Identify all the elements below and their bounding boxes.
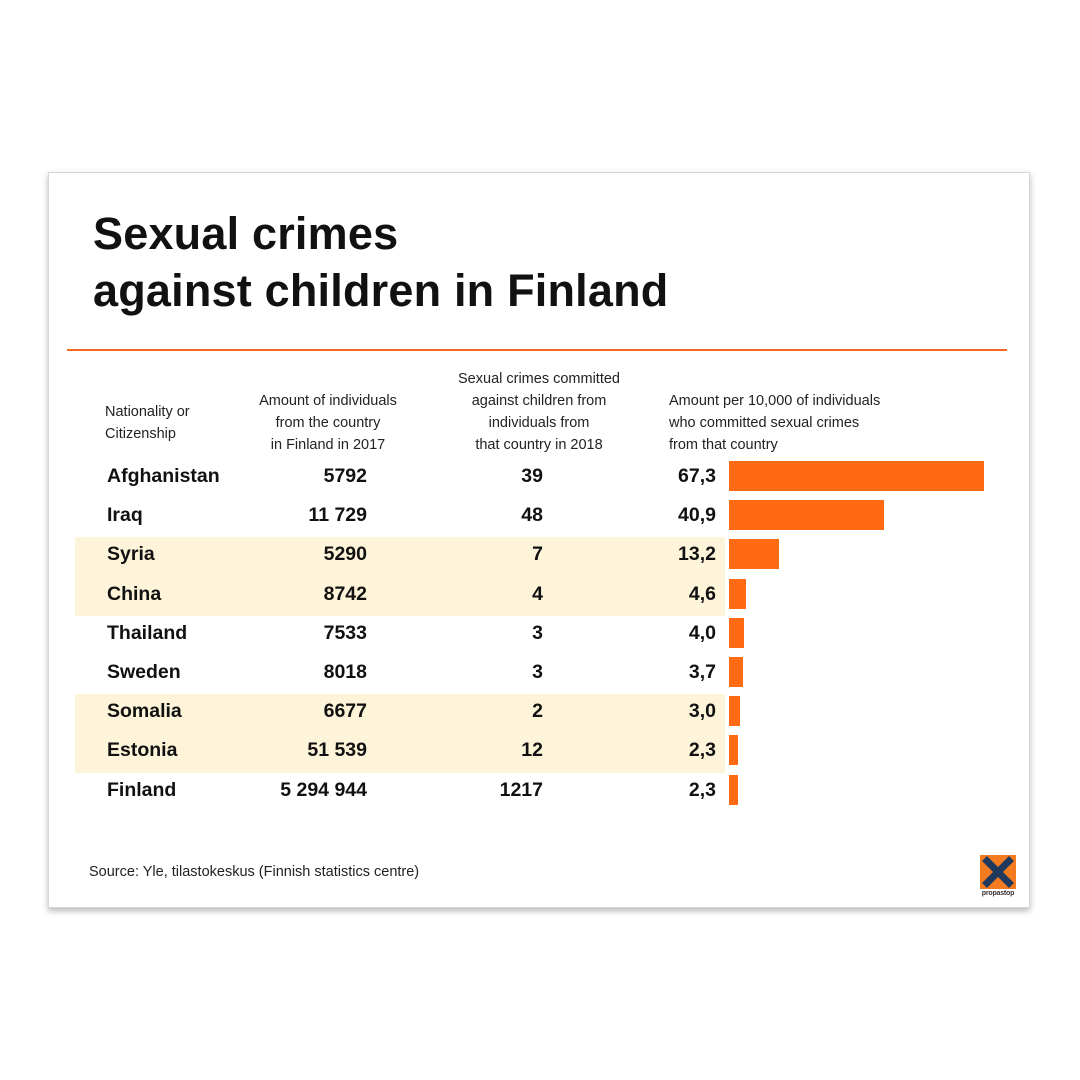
country-name: Thailand <box>107 621 188 644</box>
title-line-1: Sexual crimes <box>93 208 399 259</box>
rate-value: 4,6 <box>688 582 716 605</box>
header-line: from the country <box>275 415 381 431</box>
crimes-value: 7 <box>532 543 543 566</box>
population-value: 5 294 944 <box>280 778 367 801</box>
chart-title: Sexual crimes against children in Finlan… <box>93 205 668 319</box>
highlight-band <box>75 537 725 616</box>
crimes-value: 1217 <box>499 778 543 801</box>
header-line: who committed sexual crimes <box>669 415 860 431</box>
header-line: from that country <box>669 437 778 453</box>
rate-bar <box>729 617 745 648</box>
population-value: 8018 <box>323 661 367 683</box>
rate-bar <box>729 539 779 570</box>
rate-bar <box>729 696 741 727</box>
country-name: Iraq <box>107 504 143 527</box>
header-line: that country in 2018 <box>475 437 603 453</box>
title-line-2: against children in Finland <box>93 265 669 316</box>
crimes-value: 3 <box>532 661 543 683</box>
rate-value: 3,7 <box>688 661 716 683</box>
propastop-logo: propastop <box>980 855 1016 901</box>
source-note: Source: Yle, tilastokeskus (Finnish stat… <box>89 864 420 880</box>
crimes-value: 2 <box>532 700 543 723</box>
rate-value: 40,9 <box>678 504 716 527</box>
country-name: Syria <box>107 543 155 566</box>
rate-value: 4,0 <box>688 621 716 644</box>
header-line: Amount of individuals <box>259 393 397 409</box>
rate-bar <box>729 578 747 609</box>
infographic-card: Sexual crimes against children in Finlan… <box>48 172 1030 908</box>
population-value: 7533 <box>323 621 367 644</box>
population-value: 51 539 <box>307 739 367 762</box>
population-value: 6677 <box>323 700 367 723</box>
header-line: against children from <box>471 393 607 409</box>
logo-x-icon <box>980 855 1016 889</box>
country-name: Estonia <box>107 739 178 762</box>
header-line: Citizenship <box>105 426 176 442</box>
rate-bar <box>729 461 984 491</box>
population-value: 5290 <box>323 543 367 566</box>
rate-value: 67,3 <box>678 465 716 487</box>
rate-bar <box>729 774 738 805</box>
crimes-value: 4 <box>532 582 543 605</box>
country-name: Somalia <box>107 700 182 723</box>
crimes-value: 12 <box>521 739 543 762</box>
column-header-population: Amount of individuals from the country i… <box>233 390 423 456</box>
country-name: China <box>107 582 162 605</box>
crimes-value: 48 <box>521 504 543 527</box>
population-value: 11 729 <box>308 504 367 527</box>
rate-value: 2,3 <box>688 739 716 762</box>
rate-value: 13,2 <box>678 543 716 566</box>
column-header-rate: Amount per 10,000 of individuals who com… <box>669 390 969 456</box>
country-name: Afghanistan <box>107 465 220 487</box>
title-divider <box>67 349 1007 351</box>
rate-value: 3,0 <box>688 700 716 723</box>
rate-bar <box>729 735 738 766</box>
rate-bar <box>729 657 744 687</box>
header-line: Amount per 10,000 of individuals <box>669 393 881 409</box>
crimes-value: 39 <box>521 465 543 487</box>
country-name: Finland <box>107 778 177 801</box>
population-value: 5792 <box>323 465 367 487</box>
population-value: 8742 <box>323 582 367 605</box>
header-line: individuals from <box>488 415 590 431</box>
highlight-band <box>75 694 725 773</box>
column-header-nationality: Nationality or Citizenship <box>105 401 190 445</box>
header-line: Nationality or <box>105 404 190 420</box>
rate-bar <box>729 500 884 531</box>
country-name: Sweden <box>107 661 181 683</box>
header-line: in Finland in 2017 <box>270 437 386 453</box>
crimes-value: 3 <box>532 621 543 644</box>
column-header-crimes: Sexual crimes committed against children… <box>429 368 649 456</box>
logo-wordmark: propastop <box>981 890 1015 897</box>
header-line: Sexual crimes committed <box>458 371 620 387</box>
rate-value: 2,3 <box>688 778 716 801</box>
